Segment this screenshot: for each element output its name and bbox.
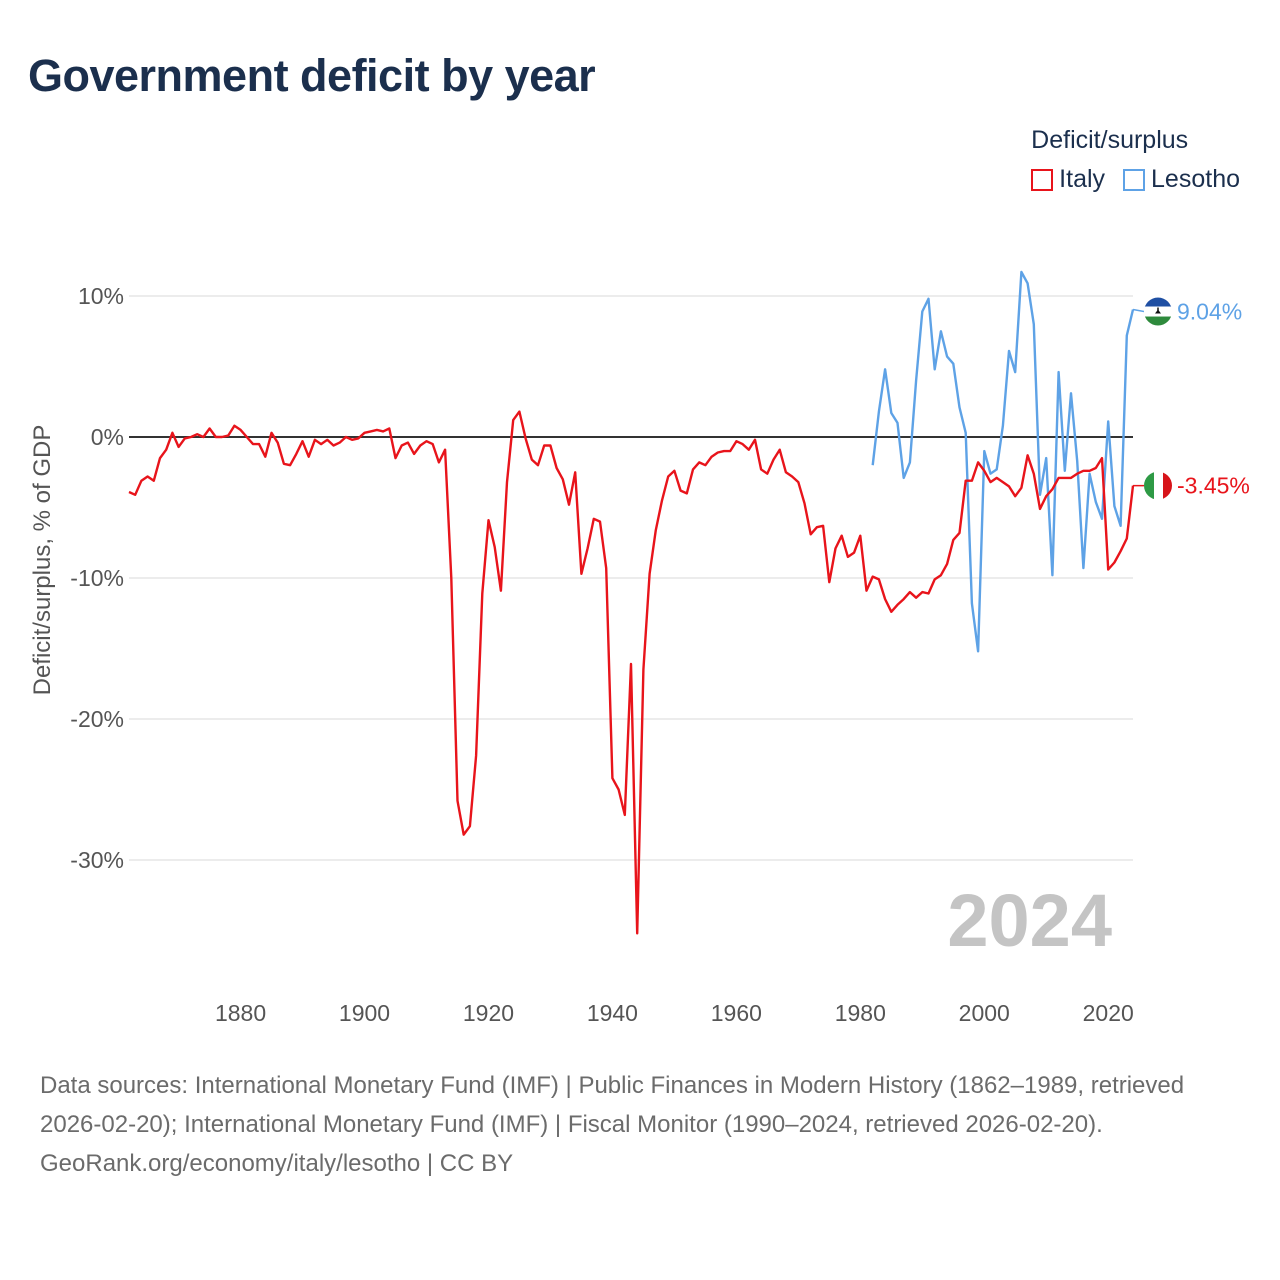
x-tick-label: 2000 bbox=[959, 1000, 1010, 1026]
y-tick-label: 0% bbox=[91, 424, 124, 450]
x-tick-label: 1960 bbox=[711, 1000, 762, 1026]
x-tick-label: 2020 bbox=[1083, 1000, 1134, 1026]
legend-item-italy[interactable]: Italy bbox=[1031, 165, 1105, 194]
data-sources: Data sources: International Monetary Fun… bbox=[40, 1072, 1185, 1138]
end-label-lesotho: 9.04% bbox=[1177, 299, 1242, 325]
chart-area: 10% 0% -10% -20% -30% 1880 1900 1920 1940 1960 19… bbox=[29, 270, 1250, 1026]
x-tick-label: 1880 bbox=[215, 1000, 266, 1026]
legend-swatch-italy bbox=[1031, 168, 1054, 191]
legend-swatch-lesotho bbox=[1123, 168, 1146, 191]
year-watermark: 2024 bbox=[947, 879, 1112, 962]
y-tick-label: -10% bbox=[70, 565, 124, 591]
italy-flag-icon bbox=[1144, 471, 1172, 500]
x-tick-label: 1920 bbox=[463, 1000, 514, 1026]
chart-title: Government deficit by year bbox=[28, 50, 596, 101]
y-tick-label: -30% bbox=[70, 847, 124, 873]
x-tick-label: 1980 bbox=[835, 1000, 886, 1026]
end-connector-lesotho bbox=[1132, 308, 1145, 313]
x-tick-label: 1900 bbox=[339, 1000, 390, 1026]
y-tick-label: 10% bbox=[78, 283, 124, 309]
series-line-lesotho[interactable] bbox=[871, 270, 1135, 653]
y-tick-label: -20% bbox=[70, 706, 124, 732]
legend-label-italy: Italy bbox=[1059, 165, 1106, 193]
footer: Data sources: International Monetary Fun… bbox=[40, 1066, 1240, 1183]
lesotho-flag-icon bbox=[1144, 297, 1172, 326]
y-axis-label: Deficit/surplus, % of GDP bbox=[29, 425, 56, 696]
legend: Deficit/surplus Italy Lesotho bbox=[1031, 126, 1240, 194]
end-label-italy: -3.45% bbox=[1177, 473, 1250, 499]
legend-item-lesotho[interactable]: Lesotho bbox=[1123, 165, 1240, 194]
series-line-italy[interactable] bbox=[128, 410, 1135, 935]
x-tick-label: 1940 bbox=[587, 1000, 638, 1026]
credit-link[interactable]: GeoRank.org/economy/italy/lesotho | CC B… bbox=[40, 1150, 514, 1177]
legend-label-lesotho: Lesotho bbox=[1151, 165, 1240, 193]
legend-title: Deficit/surplus bbox=[1031, 126, 1189, 154]
